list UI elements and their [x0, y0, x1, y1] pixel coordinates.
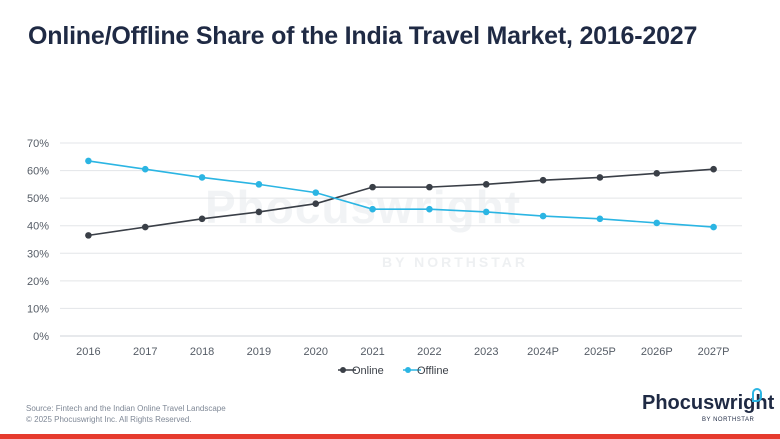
x-axis-ticks: 2016 2017 2018 2019 2020 2021 2022 2023 2024P 202… — [76, 346, 729, 358]
y-tick-label: 60% — [27, 166, 49, 178]
footer: Source: Fintech and the Indian Online Tr… — [26, 403, 226, 425]
x-tick-label: 2019 — [247, 346, 271, 358]
x-tick-label: 2023 — [474, 346, 498, 358]
data-point-offline — [539, 212, 547, 220]
source-note: Source: Fintech and the Indian Online Tr… — [26, 404, 226, 413]
data-point-online — [539, 176, 547, 184]
data-point-offline — [369, 205, 376, 213]
watermark-subtitle: BY NORTHSTAR — [382, 254, 528, 270]
x-tick-label: 2025P — [584, 346, 616, 358]
x-tick-label: 2027P — [698, 346, 730, 358]
series-line-offline — [88, 160, 714, 228]
data-point-online — [369, 183, 376, 191]
series-line-online — [88, 168, 714, 237]
legend-label-online: Online — [352, 365, 384, 377]
series-layer — [85, 157, 717, 239]
data-point-offline — [710, 223, 717, 231]
data-point-offline — [596, 215, 604, 223]
brand-mark-icon — [752, 388, 762, 402]
y-tick-label: 70% — [27, 138, 49, 150]
y-tick-label: 30% — [27, 248, 49, 260]
data-point-offline — [141, 165, 149, 173]
data-point-offline — [653, 219, 661, 227]
y-axis-ticks: 0% 10% 20% 30% 40% 50% 60% 70% — [27, 138, 49, 343]
x-tick-label: 2020 — [304, 346, 328, 358]
y-tick-label: 20% — [27, 276, 49, 288]
x-tick-label: 2017 — [133, 346, 157, 358]
grid-lines — [60, 142, 742, 337]
copyright-note: © 2025 Phocuswright Inc. All Rights Rese… — [26, 415, 192, 424]
y-tick-label: 0% — [33, 331, 49, 343]
brand-subtitle: BY NORTHSTAR — [702, 417, 755, 423]
y-tick-label: 10% — [27, 303, 49, 315]
x-tick-label: 2026P — [641, 346, 673, 358]
data-point-online — [312, 200, 320, 207]
data-point-online — [710, 165, 717, 173]
y-tick-label: 50% — [27, 193, 49, 205]
x-tick-label: 2021 — [360, 346, 384, 358]
legend-label-offline: Offline — [417, 365, 449, 377]
data-point-online — [198, 215, 206, 223]
x-tick-label: 2016 — [76, 346, 100, 358]
data-point-offline — [426, 205, 433, 213]
data-point-online — [426, 183, 433, 191]
data-point-online — [255, 208, 263, 216]
data-point-online — [141, 223, 149, 231]
y-tick-label: 40% — [27, 221, 49, 233]
data-point-online — [482, 181, 490, 188]
brand-logo: Phocuswright — [642, 392, 775, 414]
x-tick-label: 2024P — [527, 346, 559, 358]
data-point-online — [85, 232, 92, 239]
chart-title: Online/Offline Share of the India Travel… — [28, 22, 698, 50]
data-point-online — [653, 170, 661, 177]
data-point-offline — [198, 174, 206, 181]
data-point-offline — [312, 189, 320, 196]
x-tick-label: 2022 — [417, 346, 441, 358]
accent-bar — [0, 434, 780, 439]
data-point-offline — [482, 208, 490, 216]
legend-marker-online — [340, 367, 346, 373]
data-point-offline — [85, 157, 92, 165]
x-tick-label: 2018 — [190, 346, 214, 358]
legend: Online Offline — [338, 365, 449, 377]
data-point-offline — [255, 181, 263, 188]
legend-marker-offline — [405, 367, 411, 373]
data-point-online — [596, 174, 604, 181]
